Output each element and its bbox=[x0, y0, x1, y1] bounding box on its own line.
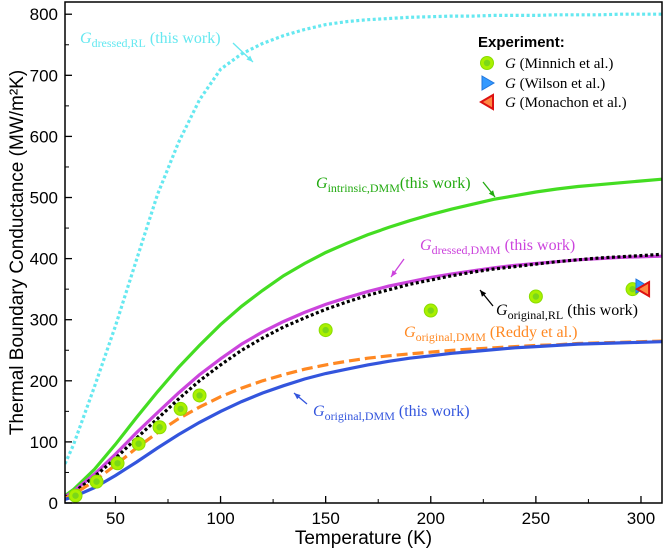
series-line-1 bbox=[65, 177, 662, 497]
y-tick-label: 600 bbox=[30, 127, 58, 146]
x-tick-label: 200 bbox=[417, 509, 445, 528]
annotation-label: Goriginal,DMM (Reddy et al.) bbox=[404, 324, 577, 344]
annotation-label: Goriginal,DMM (this work) bbox=[313, 403, 470, 423]
y-tick-label: 700 bbox=[30, 66, 58, 85]
minnich-point bbox=[152, 420, 167, 435]
annotations-layer: Gdressed,RL (this work) Gintrinsic,DMM(th… bbox=[80, 30, 638, 423]
annotation-arrow bbox=[232, 42, 254, 63]
series-line-3 bbox=[65, 252, 662, 499]
plot-frame bbox=[64, 1, 663, 504]
minnich-point bbox=[318, 323, 333, 338]
x-tick-label: 150 bbox=[311, 509, 339, 528]
minnich-point bbox=[131, 436, 146, 451]
legend: Experiment: G (Minnich et al.) G (Wilson e… bbox=[478, 34, 627, 111]
annotation-arrow bbox=[482, 181, 496, 198]
minnich-point bbox=[173, 401, 188, 416]
x-tick-label: 100 bbox=[206, 509, 234, 528]
x-tick-label: 50 bbox=[106, 509, 125, 528]
annotation-arrow bbox=[293, 392, 308, 405]
legend-label-1: G (Wilson et al.) bbox=[505, 76, 605, 92]
x-tick-label: 250 bbox=[522, 509, 550, 528]
annotation-label: Goriginal,RL (this work) bbox=[496, 302, 638, 322]
minnich-point bbox=[528, 289, 543, 304]
x-tick-label: 300 bbox=[627, 509, 655, 528]
series-line-0 bbox=[65, 12, 662, 465]
y-tick-label: 0 bbox=[49, 494, 58, 513]
legend-title: Experiment: bbox=[478, 34, 565, 51]
minnich-point bbox=[68, 488, 83, 503]
series-line-2 bbox=[65, 254, 662, 499]
minnich-point bbox=[110, 456, 125, 471]
annotation-label: Gintrinsic,DMM(this work) bbox=[316, 175, 471, 195]
axes: 0 100 200 300 400 500 600 700 800 50 100 150 200 250 3… bbox=[7, 1, 663, 549]
x-axis-label: Temperature (K) bbox=[295, 528, 432, 549]
legend-marker-2 bbox=[479, 93, 494, 111]
legend-marker-0 bbox=[480, 56, 494, 70]
minnich-point bbox=[423, 303, 438, 318]
y-tick-label: 100 bbox=[30, 433, 58, 452]
annotation-arrow bbox=[479, 289, 494, 307]
legend-marker-1 bbox=[481, 75, 495, 91]
legend-label-2: G (Monachon et al.) bbox=[505, 95, 627, 111]
y-tick-label: 500 bbox=[30, 189, 58, 208]
y-axis-label: Thermal Boundary Conductance (MW/m²K) bbox=[7, 70, 28, 435]
y-tick-label: 300 bbox=[30, 311, 58, 330]
y-tick-label: 200 bbox=[30, 372, 58, 391]
markers-layer bbox=[68, 278, 651, 503]
series-line-5 bbox=[65, 340, 662, 501]
annotation-arrow bbox=[390, 258, 405, 278]
minnich-point bbox=[192, 388, 207, 403]
monachon-point bbox=[635, 280, 651, 298]
annotation-label: Gdressed,RL (this work) bbox=[80, 30, 221, 50]
annotation-label: Gdressed,DMM (this work) bbox=[420, 237, 575, 257]
y-tick-label: 400 bbox=[30, 250, 58, 269]
series-layer bbox=[65, 12, 662, 501]
minnich-point bbox=[89, 474, 104, 489]
legend-label-0: G (Minnich et al.) bbox=[505, 56, 613, 72]
y-tick-label: 800 bbox=[30, 5, 58, 24]
